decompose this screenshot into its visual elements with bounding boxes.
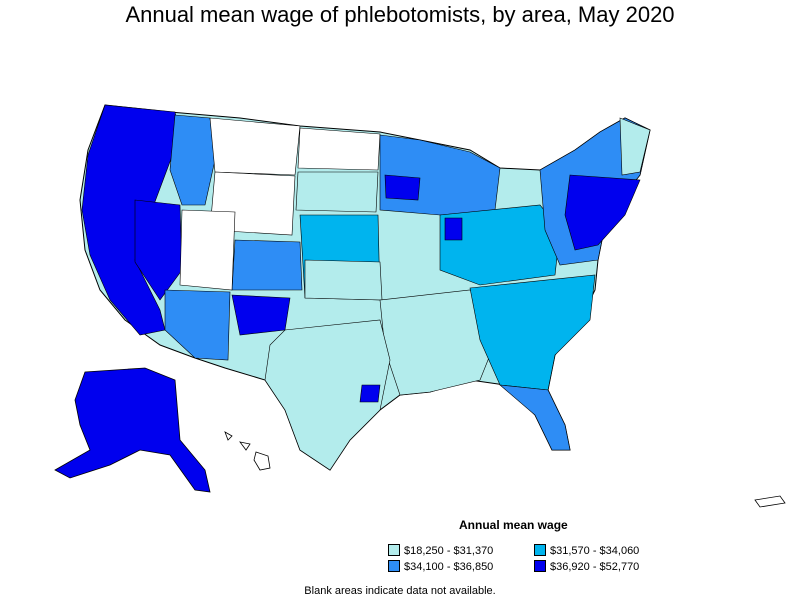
legend-item-4: $36,920 - $52,770 bbox=[534, 560, 639, 573]
region-chicago bbox=[444, 217, 463, 241]
legend-swatch-1 bbox=[388, 544, 400, 556]
region-utah-blank bbox=[179, 209, 236, 291]
legend-swatch-2 bbox=[534, 544, 546, 556]
legend-label-4: $36,920 - $52,770 bbox=[550, 561, 640, 573]
region-southeast bbox=[469, 274, 596, 391]
region-southwest-dark bbox=[231, 294, 291, 336]
region-northeast-metro bbox=[564, 174, 641, 251]
region-alaska bbox=[54, 367, 211, 493]
region-arizona bbox=[164, 289, 231, 361]
region-south-dakota bbox=[295, 171, 379, 213]
legend-swatch-4 bbox=[534, 560, 546, 572]
legend-item-2: $31,570 - $34,060 bbox=[534, 544, 639, 557]
region-montana-blank bbox=[209, 117, 301, 176]
region-great-lakes bbox=[439, 204, 561, 286]
region-maine bbox=[619, 117, 651, 176]
region-upper-midwest bbox=[379, 134, 501, 216]
legend-swatch-3 bbox=[388, 560, 400, 572]
footnote: Blank areas indicate data not available. bbox=[304, 585, 496, 597]
region-hawaii bbox=[224, 431, 271, 471]
region-north-dakota bbox=[297, 127, 381, 171]
region-houston bbox=[359, 384, 381, 403]
region-colorado bbox=[231, 239, 303, 291]
legend-label-1: $18,250 - $31,370 bbox=[404, 545, 494, 557]
region-texas bbox=[264, 319, 391, 471]
legend-item-1: $18,250 - $31,370 bbox=[388, 544, 493, 557]
region-minneapolis bbox=[384, 174, 421, 201]
region-puerto-rico bbox=[754, 495, 786, 508]
legend-label-3: $34,100 - $36,850 bbox=[404, 561, 494, 573]
region-florida bbox=[499, 384, 571, 451]
legend-item-3: $34,100 - $36,850 bbox=[388, 560, 493, 573]
legend-label-2: $31,570 - $34,060 bbox=[550, 545, 640, 557]
region-kansas-south bbox=[304, 259, 383, 301]
region-nevada bbox=[134, 199, 183, 301]
map-title: Annual mean wage of phlebotomists, by ar… bbox=[125, 2, 675, 27]
legend-title: Annual mean wage bbox=[459, 518, 568, 532]
